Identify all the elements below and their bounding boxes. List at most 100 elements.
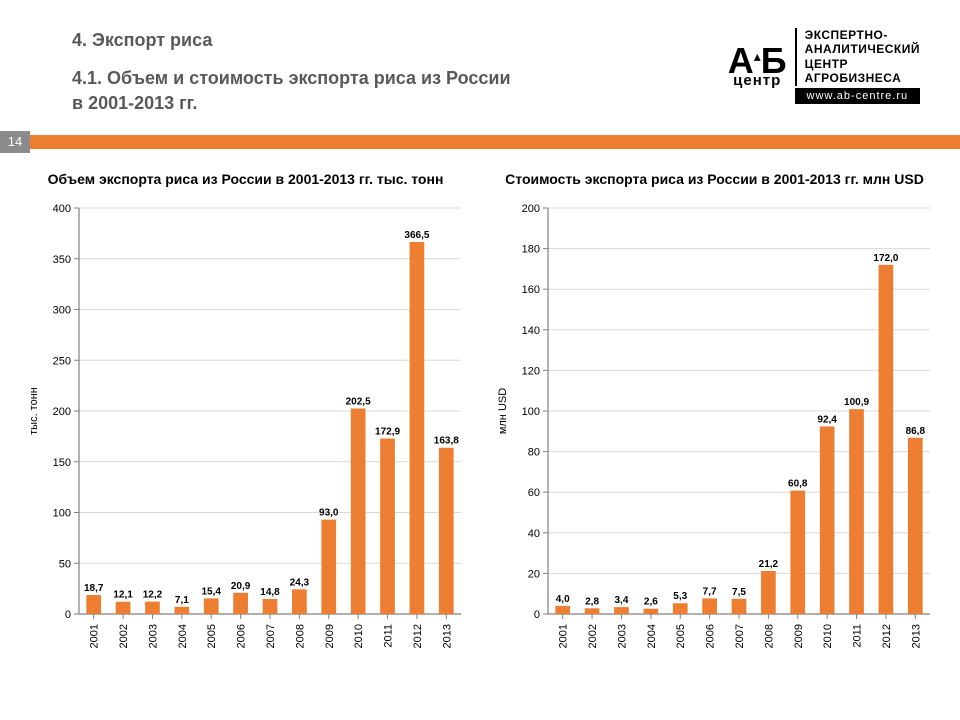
svg-text:2009: 2009: [792, 624, 804, 648]
bar: [790, 491, 805, 614]
svg-text:4,0: 4,0: [555, 594, 569, 605]
svg-text:0: 0: [533, 609, 539, 621]
chart-right: 020406080100120140160180200млн USD4,0200…: [490, 194, 940, 674]
svg-text:2007: 2007: [265, 624, 277, 648]
bar: [174, 607, 189, 614]
logo-hat-icon: ▴: [754, 50, 761, 63]
sub-title-1: 4.1. Объем и стоимость экспорта риса из …: [72, 66, 728, 90]
svg-text:120: 120: [521, 366, 539, 378]
svg-text:2,8: 2,8: [585, 597, 599, 608]
svg-text:172,0: 172,0: [873, 253, 898, 264]
bar: [878, 265, 893, 614]
svg-text:2008: 2008: [763, 624, 775, 648]
svg-text:0: 0: [64, 609, 70, 621]
header: 4. Экспорт риса 4.1. Объем и стоимость э…: [0, 0, 960, 127]
svg-text:2002: 2002: [587, 624, 599, 648]
logo-url: www.ab-centre.ru: [795, 88, 920, 104]
bar: [702, 599, 717, 615]
svg-text:2006: 2006: [704, 624, 716, 648]
svg-text:7,5: 7,5: [732, 587, 746, 598]
svg-text:2008: 2008: [294, 624, 306, 648]
svg-text:7,1: 7,1: [174, 595, 188, 606]
svg-text:150: 150: [52, 457, 70, 469]
svg-text:2012: 2012: [880, 624, 892, 648]
svg-text:50: 50: [58, 559, 70, 571]
svg-text:2010: 2010: [822, 624, 834, 648]
svg-text:2002: 2002: [118, 624, 130, 648]
svg-text:7,7: 7,7: [702, 587, 716, 598]
chart-left-cell: Объем экспорта риса из России в 2001-201…: [16, 171, 475, 675]
bar: [233, 593, 248, 614]
svg-text:172,9: 172,9: [375, 427, 400, 438]
bar: [292, 590, 307, 615]
svg-text:80: 80: [527, 447, 539, 459]
svg-text:140: 140: [521, 325, 539, 337]
svg-text:160: 160: [521, 285, 539, 297]
chart-right-title: Стоимость экспорта риса из России в 2001…: [485, 171, 944, 189]
svg-text:2011: 2011: [382, 624, 394, 648]
svg-text:100: 100: [521, 406, 539, 418]
svg-text:100: 100: [52, 508, 70, 520]
svg-text:млн USD: млн USD: [497, 388, 509, 434]
svg-text:202,5: 202,5: [345, 397, 370, 408]
svg-text:2005: 2005: [206, 624, 218, 648]
accent-bar: 14: [0, 135, 960, 149]
svg-text:250: 250: [52, 356, 70, 368]
svg-text:100,9: 100,9: [844, 398, 869, 409]
svg-text:200: 200: [521, 203, 539, 215]
svg-text:5,3: 5,3: [673, 592, 687, 603]
svg-text:20,9: 20,9: [230, 581, 250, 592]
svg-text:2009: 2009: [323, 624, 335, 648]
bar: [849, 410, 864, 615]
svg-text:400: 400: [52, 203, 70, 215]
bar: [86, 595, 101, 614]
bar: [203, 599, 218, 615]
bar: [380, 439, 395, 614]
svg-text:40: 40: [527, 528, 539, 540]
svg-text:2001: 2001: [557, 624, 569, 648]
svg-text:93,0: 93,0: [319, 508, 339, 519]
orange-strip: [30, 135, 960, 149]
bar: [145, 602, 160, 614]
logo-line-1: ЭКСПЕРТНО-: [805, 28, 920, 42]
svg-text:14,8: 14,8: [260, 587, 280, 598]
bar: [409, 242, 424, 614]
svg-text:15,4: 15,4: [201, 587, 221, 598]
page-number-badge: 14: [0, 131, 30, 153]
logo-line-3: ЦЕНТР: [805, 57, 920, 71]
svg-text:24,3: 24,3: [289, 578, 309, 589]
svg-text:3,4: 3,4: [614, 595, 628, 606]
logo-center: центр: [728, 74, 787, 88]
svg-text:86,8: 86,8: [905, 426, 925, 437]
logo-line-4: АГРОБИЗНЕСА: [805, 71, 920, 85]
bar: [731, 599, 746, 614]
bar: [262, 599, 277, 614]
bar: [584, 609, 599, 615]
chart-left: 050100150200250300350400тыс. тонн18,7200…: [21, 194, 471, 674]
svg-text:300: 300: [52, 305, 70, 317]
svg-text:12,1: 12,1: [113, 590, 133, 601]
bar: [115, 602, 130, 614]
svg-text:2004: 2004: [176, 624, 188, 648]
bar: [438, 448, 453, 614]
bar: [672, 604, 687, 615]
svg-text:2004: 2004: [645, 624, 657, 648]
bar: [614, 607, 629, 614]
svg-text:2013: 2013: [441, 624, 453, 648]
bar: [819, 427, 834, 615]
logo-text-block: ЭКСПЕРТНО- АНАЛИТИЧЕСКИЙ ЦЕНТР АГРОБИЗНЕ…: [795, 28, 920, 86]
bar: [555, 606, 570, 614]
bar: [907, 438, 922, 614]
bar: [350, 409, 365, 615]
logo: А ▴ Б центр ЭКСПЕРТНО- АНАЛИТИЧЕСКИЙ ЦЕН…: [728, 28, 920, 104]
bar: [321, 520, 336, 614]
svg-text:163,8: 163,8: [433, 436, 458, 447]
logo-line-2: АНАЛИТИЧЕСКИЙ: [805, 42, 920, 56]
bar: [643, 609, 658, 614]
bar: [761, 571, 776, 614]
svg-text:60: 60: [527, 488, 539, 500]
svg-text:2012: 2012: [411, 624, 423, 648]
svg-text:60,8: 60,8: [788, 479, 808, 490]
svg-text:12,2: 12,2: [142, 590, 162, 601]
chart-right-cell: Стоимость экспорта риса из России в 2001…: [485, 171, 944, 675]
